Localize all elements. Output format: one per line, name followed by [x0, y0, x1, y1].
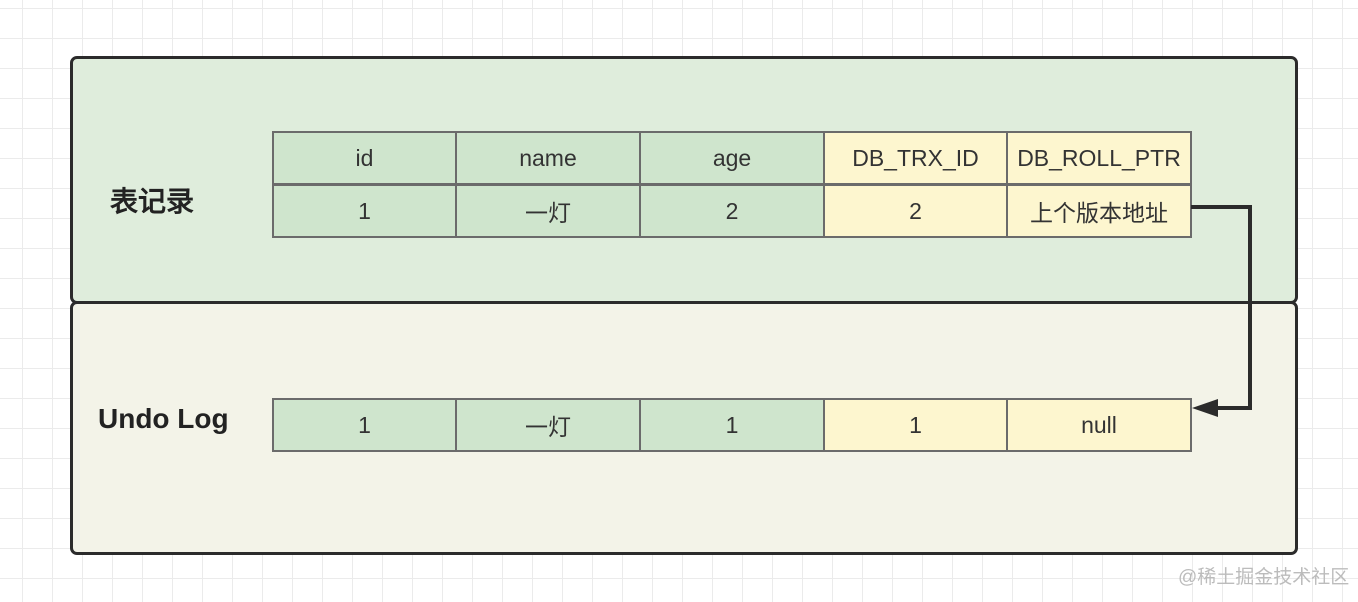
record-cell: 2 [823, 184, 1008, 238]
header-cell: age [639, 131, 825, 185]
record-cell: 1 [272, 184, 457, 238]
record-cell: 一灯 [455, 184, 641, 238]
arrowhead-icon [1192, 399, 1218, 417]
undo-cell: 1 [272, 398, 457, 452]
undo-cell: null [1006, 398, 1192, 452]
watermark: @稀土掘金技术社区 [1178, 567, 1350, 588]
undo-cell: 一灯 [455, 398, 641, 452]
undo-cell: 1 [823, 398, 1008, 452]
record-cell: 上个版本地址 [1006, 184, 1192, 238]
undo-log-label: Undo Log [98, 403, 229, 434]
header-cell: DB_ROLL_PTR [1006, 131, 1192, 185]
undo-cell: 1 [639, 398, 825, 452]
record-label: 表记录 [110, 186, 195, 217]
record-cell: 2 [639, 184, 825, 238]
